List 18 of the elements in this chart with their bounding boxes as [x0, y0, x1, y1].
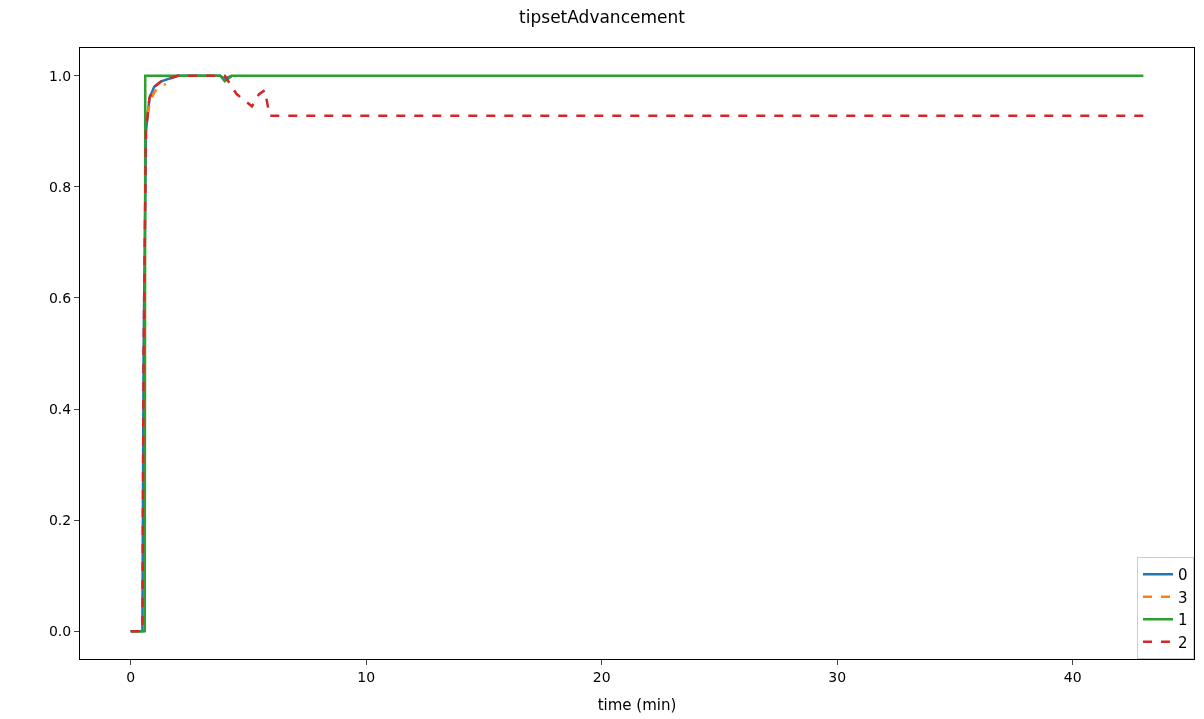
x-tick-label: 20 — [592, 668, 611, 685]
y-tick-label: 0.0 — [48, 623, 72, 640]
x-tick-label: 10 — [357, 668, 376, 685]
x-axis-title: time (min) — [597, 695, 677, 714]
y-tick-label: 0.8 — [48, 178, 72, 195]
y-tick-label: 0.6 — [48, 289, 72, 306]
y-tick-label: 0.4 — [48, 400, 72, 417]
x-tick-label: 40 — [1063, 668, 1082, 685]
x-tick-label: 30 — [828, 668, 847, 685]
y-tick-label: 0.2 — [48, 512, 72, 529]
chart-title: tipsetAdvancement — [519, 6, 686, 27]
x-tick-label: 0 — [126, 668, 136, 685]
legend-label: 2 — [1178, 633, 1188, 652]
y-tick-label: 1.0 — [48, 67, 72, 84]
legend-label: 3 — [1178, 588, 1188, 607]
line-series — [145, 82, 168, 116]
legend-label: 1 — [1178, 611, 1188, 630]
legend-label: 0 — [1178, 566, 1188, 585]
